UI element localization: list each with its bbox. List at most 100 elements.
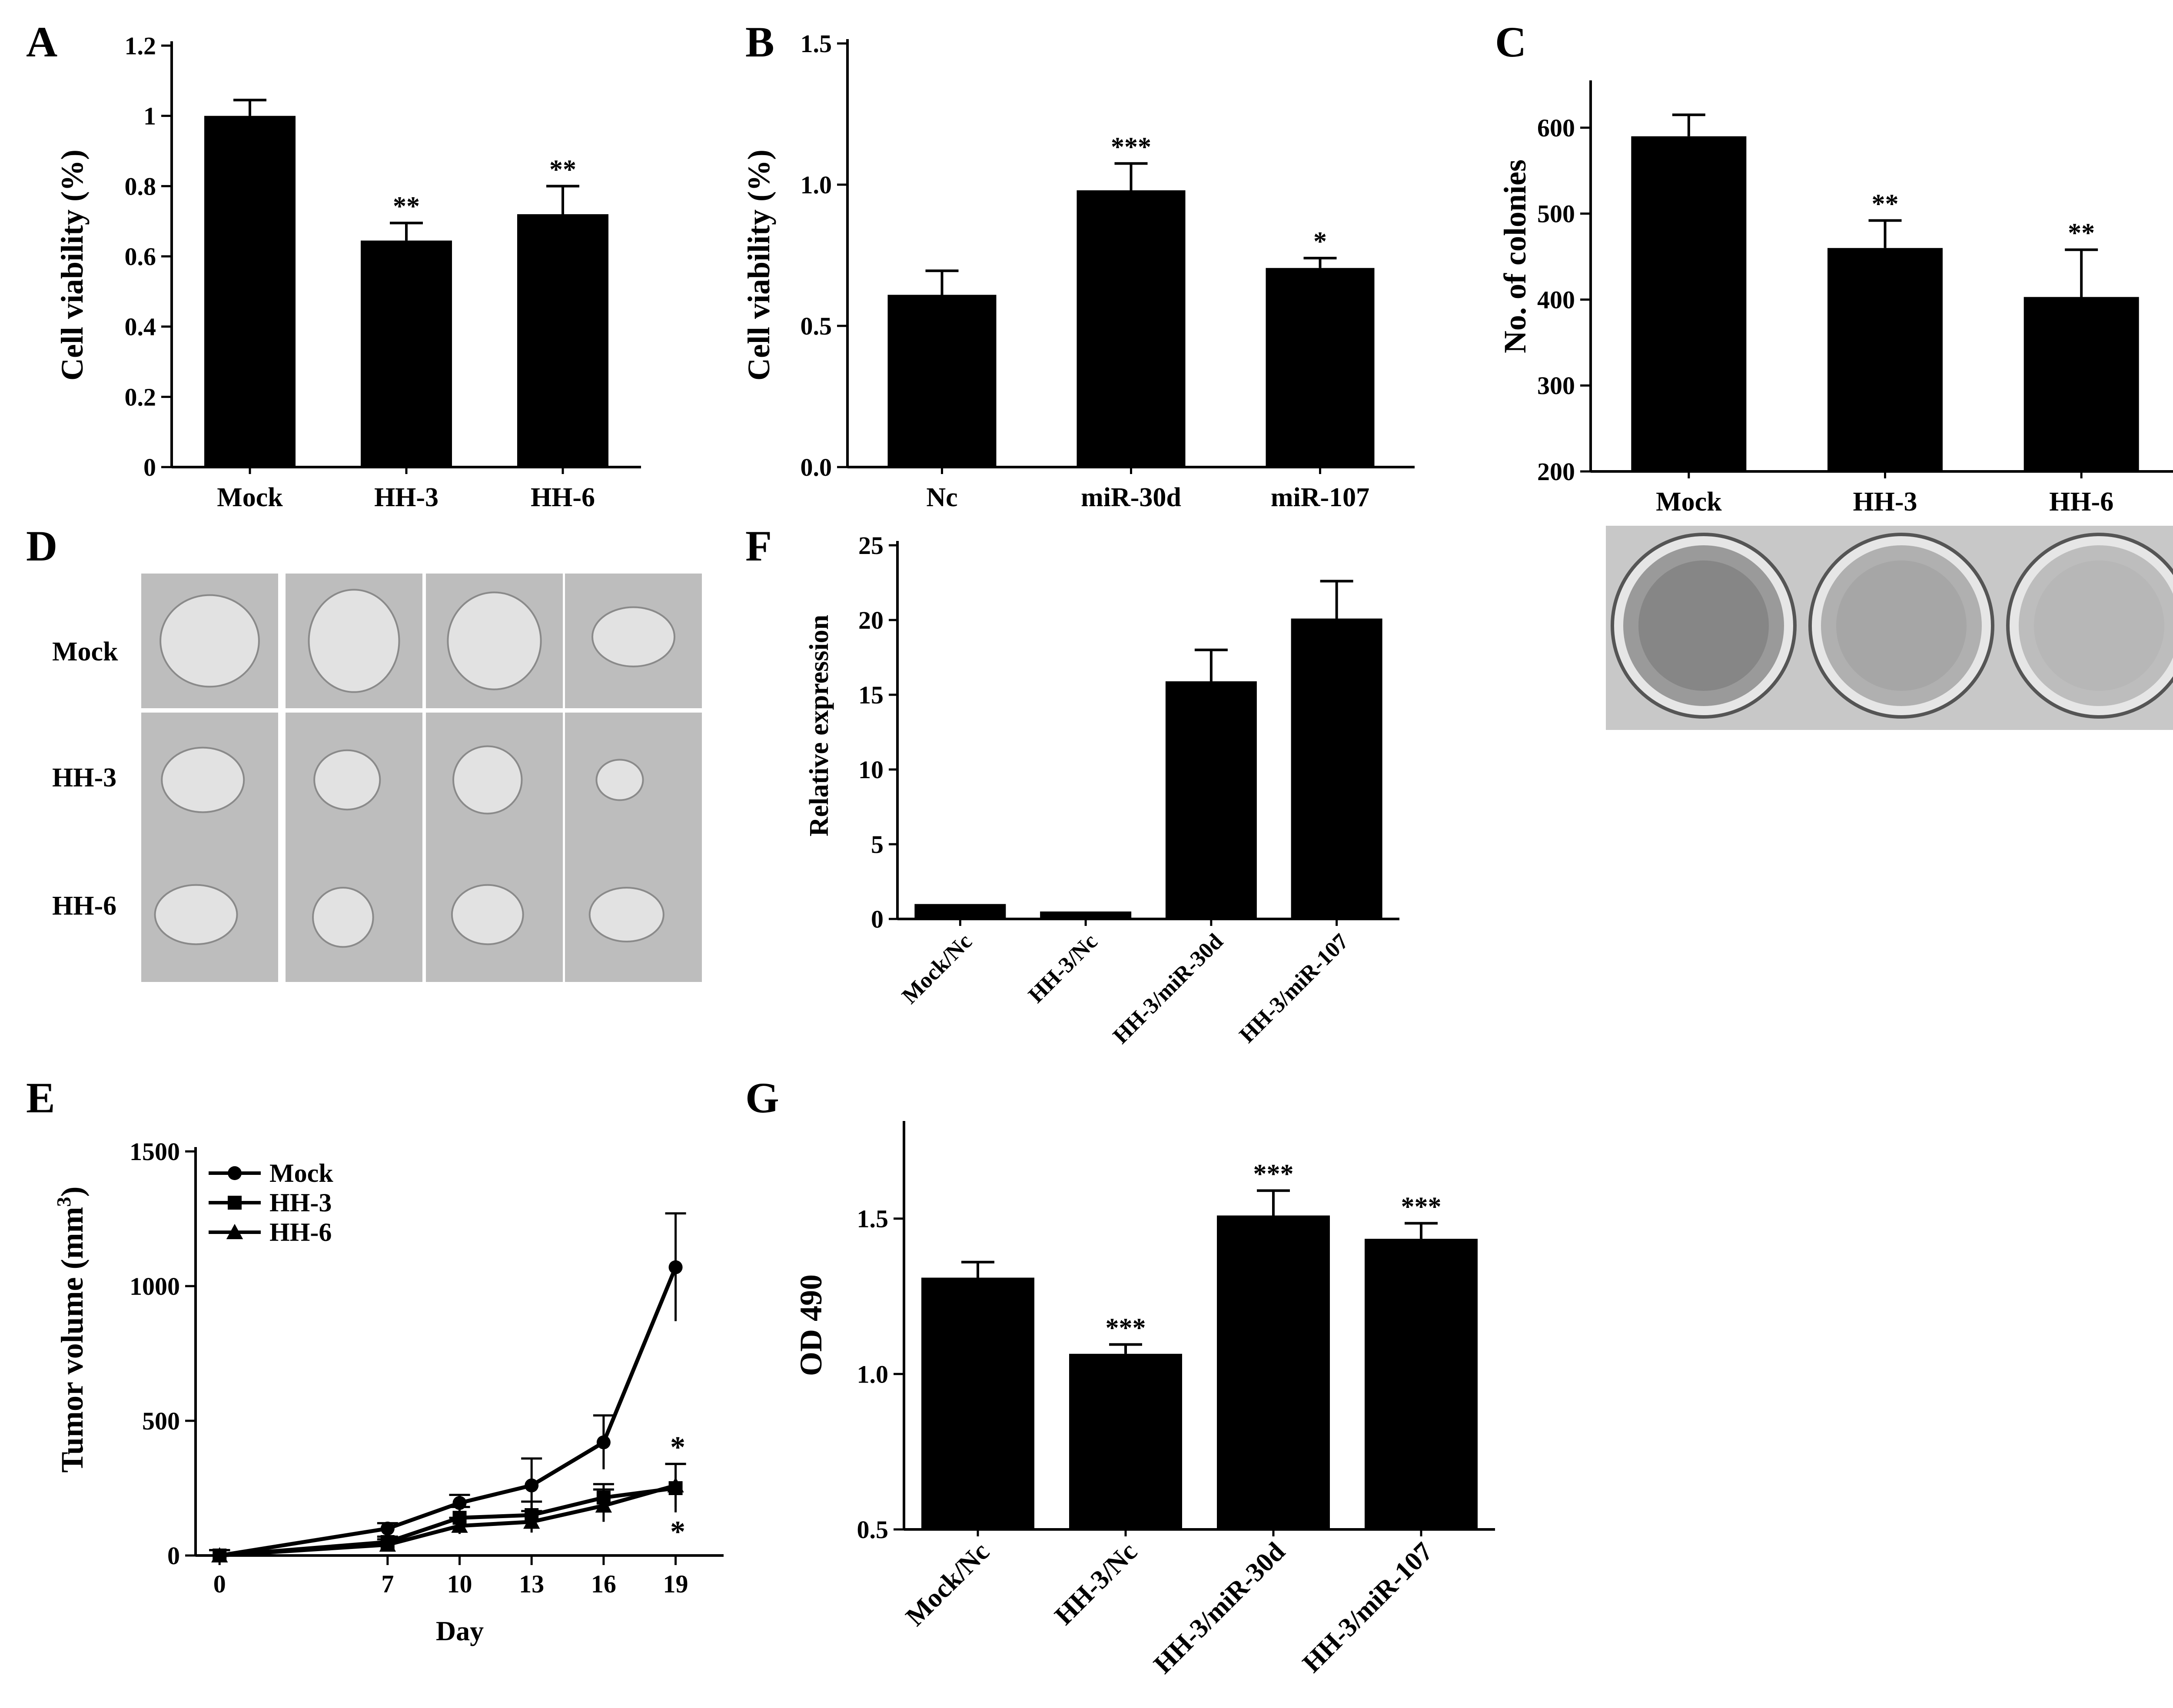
panel-e-ylabel: Tumor volume (mm3) <box>53 1187 90 1473</box>
panel-f-bar-hh-3-nc <box>1040 911 1132 919</box>
panel-c-y-tick-label-1: 300 <box>1537 371 1575 400</box>
panel-a-significance-hh-6: ** <box>549 155 576 184</box>
panel-g-y-tick-label-2: 1.5 <box>857 1205 889 1233</box>
panel-c-category-label-hh-3: HH-3 <box>1853 487 1917 517</box>
panel-e-legend-label-hh-6: HH-6 <box>269 1218 332 1247</box>
tumor-photo-r2-c1-tumor <box>161 746 245 813</box>
panel-b-category-label-mir-107: miR-107 <box>1271 483 1369 512</box>
panel-a-bar-hh-6 <box>517 214 608 467</box>
panel-e-point-hh-6-1 <box>379 1536 396 1552</box>
tumor-photo-r1-c4-tumor <box>591 606 675 667</box>
panel-g-ylabel: OD 490 <box>794 1274 828 1376</box>
panel-a-bar-mock <box>204 116 296 468</box>
panel-c-y-tick-label-4: 600 <box>1537 114 1575 142</box>
panel-a-y-tick-label-5: 1 <box>143 102 156 130</box>
panel-e-series-line-hh-6 <box>219 1483 676 1558</box>
tumor-row-label-hh-6: HH-6 <box>52 891 116 921</box>
panel-a-plot: 0 0.2 0.4 0.6 0.8 1 1.2 Mock ** HH-3 ** HH-6 <box>125 32 641 512</box>
tumor-photo-r1-c3-tumor <box>447 591 542 690</box>
panel-b-ylabel: Cell viability (%) <box>741 149 776 381</box>
panel-b-y-tick-label-2: 1.0 <box>801 171 832 199</box>
panel-b-plot: 0.0 0.5 1.0 1.5 Nc *** miR-30d * miR-107 <box>801 30 1415 512</box>
panel-b-significance-mir-30d: *** <box>1111 132 1151 162</box>
panel-a-y-tick-label-0: 0 <box>143 453 156 481</box>
panel-e-legend-marker-hh-3 <box>228 1196 242 1210</box>
panel-f-y-tick-label-2: 10 <box>858 756 884 784</box>
panel-e-point-mock-5 <box>668 1260 683 1274</box>
panel-letter-d: D <box>26 522 57 570</box>
panel-e-ylabel-main: Tumor volume (mm <box>55 1207 90 1473</box>
panel-a-y-tick-label-2: 0.4 <box>125 313 156 341</box>
panel-e-ylabel-sup: 3 <box>53 1197 75 1207</box>
panel-f-y-tick-label-3: 15 <box>858 681 884 709</box>
panel-e-legend-marker-mock <box>228 1166 242 1180</box>
panel-e-xlabel: Day <box>436 1615 484 1646</box>
panel-c-y-tick-label-3: 500 <box>1537 200 1575 228</box>
colony-photo <box>1606 526 2173 730</box>
panel-c-bar-chart: No. of colonies 200 300 400 500 600 Mock ** HH-… <box>1498 80 2173 517</box>
tumor-photo-r3-c3-tumor <box>451 884 524 945</box>
panel-a-y-tick-label-3: 0.6 <box>125 242 156 271</box>
panel-letter-a: A <box>26 18 57 66</box>
panel-e-significance-hh-3: * <box>670 1431 685 1464</box>
panel-e-line-chart: Tumor volume (mm3) Day 0 500 1000 1500 0 7 10 1… <box>53 1138 724 1646</box>
panel-e-y-tick-label-1: 500 <box>142 1407 180 1435</box>
panel-e-x-tick-label-3: 13 <box>519 1570 544 1598</box>
panel-g-significance-hh-3-mir-107: *** <box>1401 1192 1442 1221</box>
panel-g-y-tick-label-0: 0.5 <box>857 1516 889 1544</box>
panel-e-point-hh-6-3 <box>523 1513 540 1529</box>
panel-c-significance-hh-3: ** <box>1872 189 1899 219</box>
panel-f-y-tick-label-0: 0 <box>871 905 884 933</box>
panel-a-category-label-hh-6: HH-6 <box>531 483 595 512</box>
panel-g-bar-hh-3-nc <box>1069 1353 1182 1529</box>
panel-g-significance-hh-3-nc: *** <box>1106 1313 1146 1343</box>
panel-b-bar-mir-107 <box>1266 268 1375 467</box>
panel-e-ylabel-end: ) <box>55 1187 90 1197</box>
colony-dish-hh-6 <box>2006 533 2173 719</box>
panel-e-y-tick-label-0: 0 <box>167 1542 180 1570</box>
panel-g-bar-hh-3-mir-30d <box>1217 1215 1330 1529</box>
panel-letter-f: F <box>745 522 772 570</box>
panel-f-y-tick-label-5: 25 <box>858 531 884 560</box>
panel-e-x-tick-label-4: 16 <box>591 1570 616 1598</box>
panel-e-series-line-hh-3 <box>219 1486 676 1558</box>
tumor-photo-r3-c1-tumor <box>154 884 238 945</box>
panel-b-bar-chart: Cell viability (%) 0.0 0.5 1.0 1.5 Nc *** miR-… <box>741 30 1415 512</box>
panel-c-significance-hh-6: ** <box>2068 219 2095 248</box>
panel-letter-b: B <box>745 18 774 66</box>
tumor-photo-r3-c2-tumor <box>312 887 374 948</box>
panel-c-plot: 200 300 400 500 600 Mock ** HH-3 ** HH-6 <box>1537 80 2173 517</box>
panel-e-legend-marker-hh-6 <box>226 1224 243 1239</box>
tumor-photo-r1-c2-tumor <box>308 589 400 693</box>
panel-e-x-tick-label-1: 7 <box>381 1570 394 1598</box>
panel-e-point-hh-6-5 <box>667 1477 684 1492</box>
tumor-row-label-mock: Mock <box>52 637 118 667</box>
panel-b-significance-mir-107: * <box>1313 227 1327 256</box>
tumor-photo-r2-c3-tumor <box>452 745 523 815</box>
panel-c-bar-hh-6 <box>2023 297 2139 471</box>
panel-c-y-tick-label-2: 400 <box>1537 285 1575 314</box>
panel-e-y-tick-label-3: 1500 <box>130 1138 180 1166</box>
panel-c-ylabel: No. of colonies <box>1498 159 1532 353</box>
panel-a-ylabel: Cell viability (%) <box>55 149 90 381</box>
panel-a-category-label-mock: Mock <box>217 483 283 512</box>
colony-dish-hh-3 <box>1808 533 1994 719</box>
panel-e-series-line-mock <box>219 1266 678 1558</box>
panel-e-y-tick-label-2: 1000 <box>130 1272 180 1300</box>
panel-c-category-label-hh-6: HH-6 <box>2049 487 2113 517</box>
tumor-photo-r2-c2-tumor <box>313 749 381 811</box>
panel-e-point-hh-6-4 <box>595 1497 612 1513</box>
panel-b-y-tick-label-1: 0.5 <box>801 312 832 340</box>
tumor-row-label-hh-3: HH-3 <box>52 763 116 793</box>
colony-dish-mock <box>1611 533 1797 719</box>
panel-g-y-tick-label-1: 1.0 <box>857 1360 889 1388</box>
tumor-photo-grid: Mock HH-3 HH-6 <box>52 574 702 982</box>
panel-e-point-mock-4 <box>596 1435 611 1449</box>
panel-c-bar-hh-3 <box>1827 248 1943 471</box>
panel-a-category-label-hh-3: HH-3 <box>374 483 439 512</box>
panel-g-bar-hh-3-mir-107 <box>1365 1239 1478 1529</box>
panel-b-category-label-nc: Nc <box>926 483 957 512</box>
panel-letter-c: C <box>1495 18 1526 66</box>
panel-f-bar-hh-3-mir-30d <box>1165 681 1257 919</box>
